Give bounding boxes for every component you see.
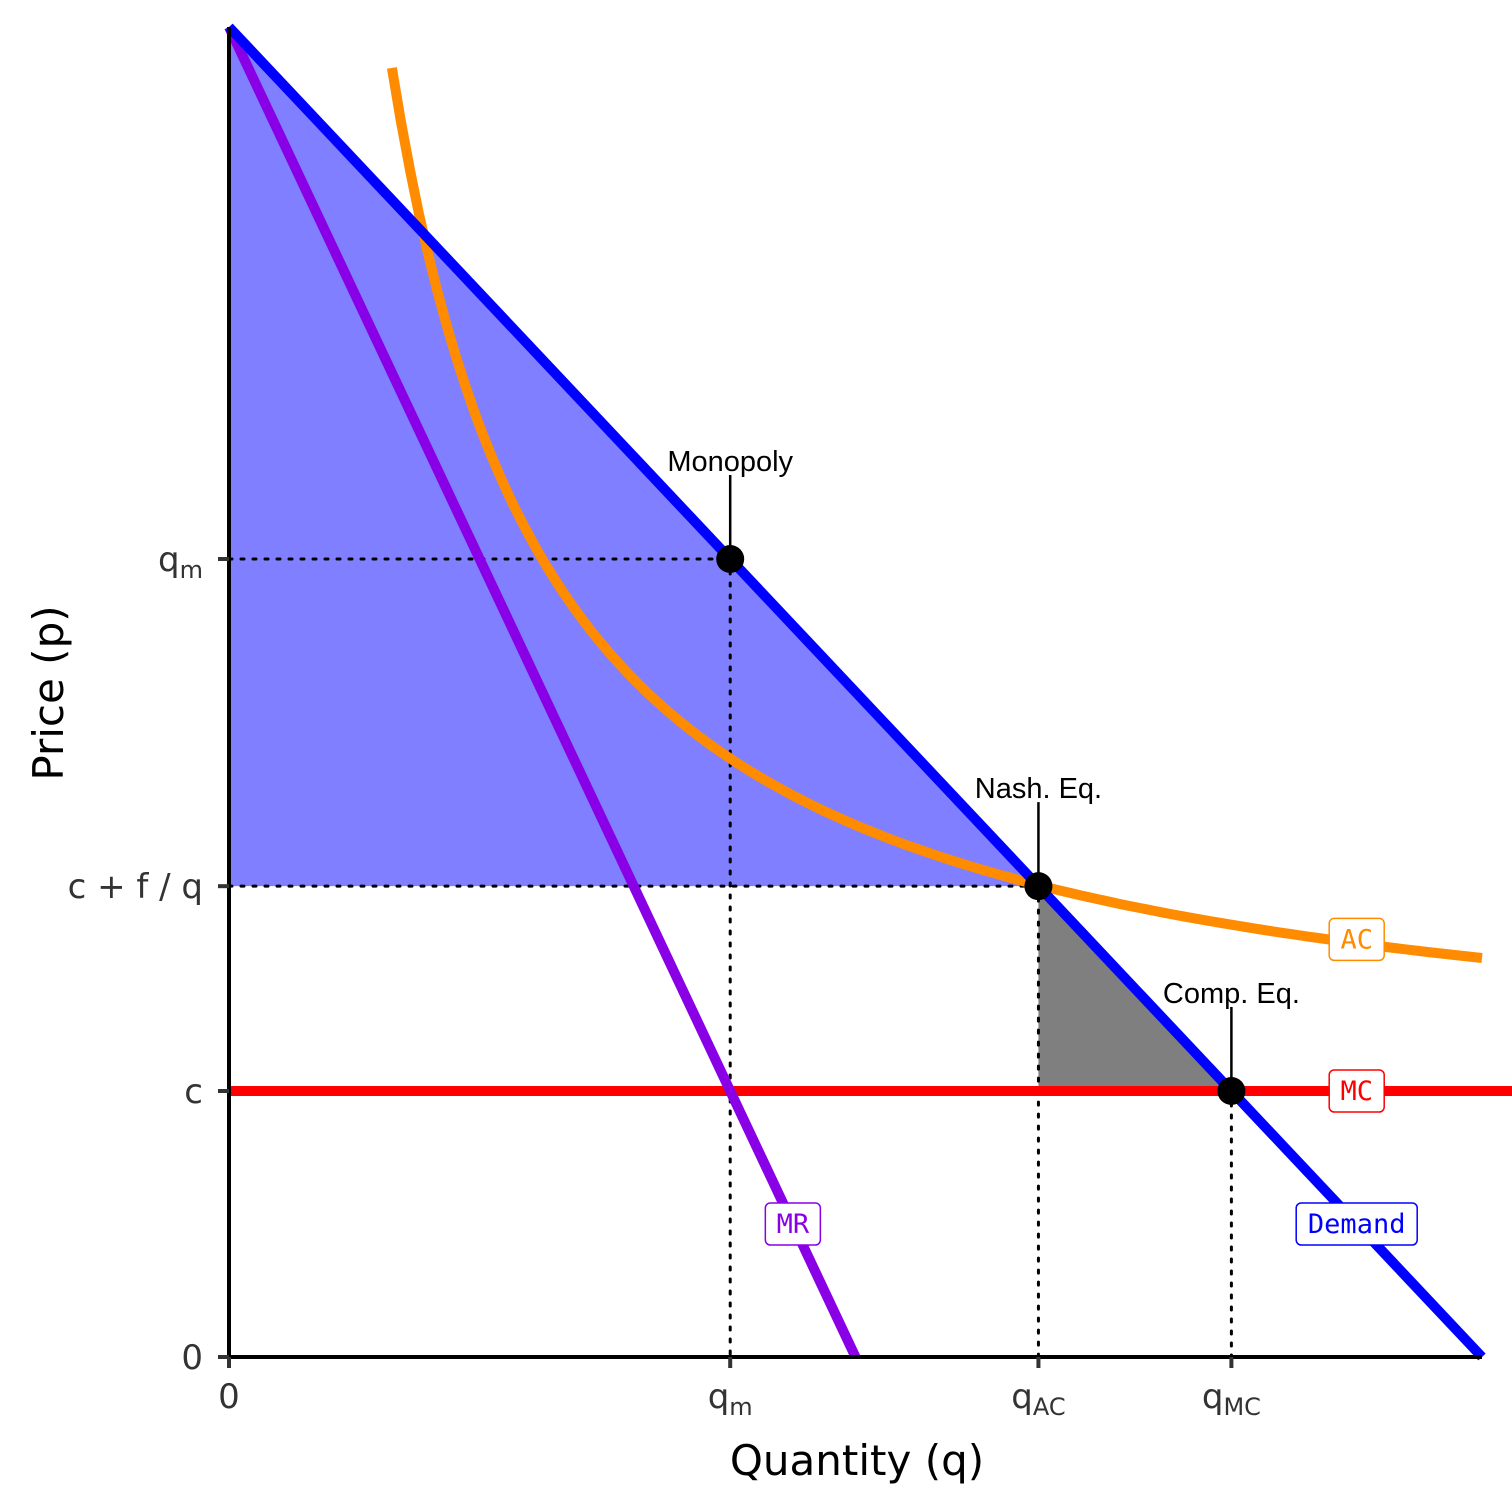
y-tick-label: c + f / q <box>68 867 203 907</box>
y-tick-label: c <box>184 1072 203 1112</box>
comp-eq-point <box>1217 1077 1246 1105</box>
nash-eq-label: Nash. Eq. <box>975 773 1102 805</box>
demand-label: Demand <box>1308 1209 1406 1240</box>
x-tick-label: qAC <box>1011 1377 1065 1421</box>
mr-curve <box>224 24 861 1360</box>
y-tick-label: 0 <box>181 1338 203 1378</box>
ac-curve <box>386 67 1483 963</box>
demand-label-box <box>1295 1202 1418 1246</box>
x-axis-title: Quantity (q) <box>730 1436 984 1485</box>
mr-label-box <box>764 1202 822 1246</box>
mr-label: MR <box>777 1209 810 1240</box>
x-tick-label: 0 <box>218 1377 240 1417</box>
y-axis-title: Price (p) <box>24 605 73 780</box>
ac-label-box <box>1328 917 1385 962</box>
comp-eq-label: Comp. Eq. <box>1163 978 1300 1010</box>
monopoly-label: Monopoly <box>667 446 793 478</box>
curve-labels: AC MC MR Demand <box>764 917 1418 1246</box>
mc-label: MC <box>1340 1076 1373 1107</box>
mc-label-box <box>1328 1069 1385 1113</box>
nash-eq-point <box>1024 872 1053 901</box>
curves <box>224 23 1512 1361</box>
ac-label: AC <box>1340 924 1373 955</box>
x-tick-label: qm <box>708 1377 753 1421</box>
axes: 0 qm qAC qMC 0 c c + f / q qm <box>68 27 1482 1421</box>
demand-curve <box>225 23 1486 1361</box>
y-tick-label: qm <box>158 540 203 584</box>
x-tick-label: qMC <box>1202 1377 1261 1421</box>
points: Monopoly Nash. Eq. Comp. Eq. <box>667 446 1300 1105</box>
monopoly-point <box>716 545 745 573</box>
